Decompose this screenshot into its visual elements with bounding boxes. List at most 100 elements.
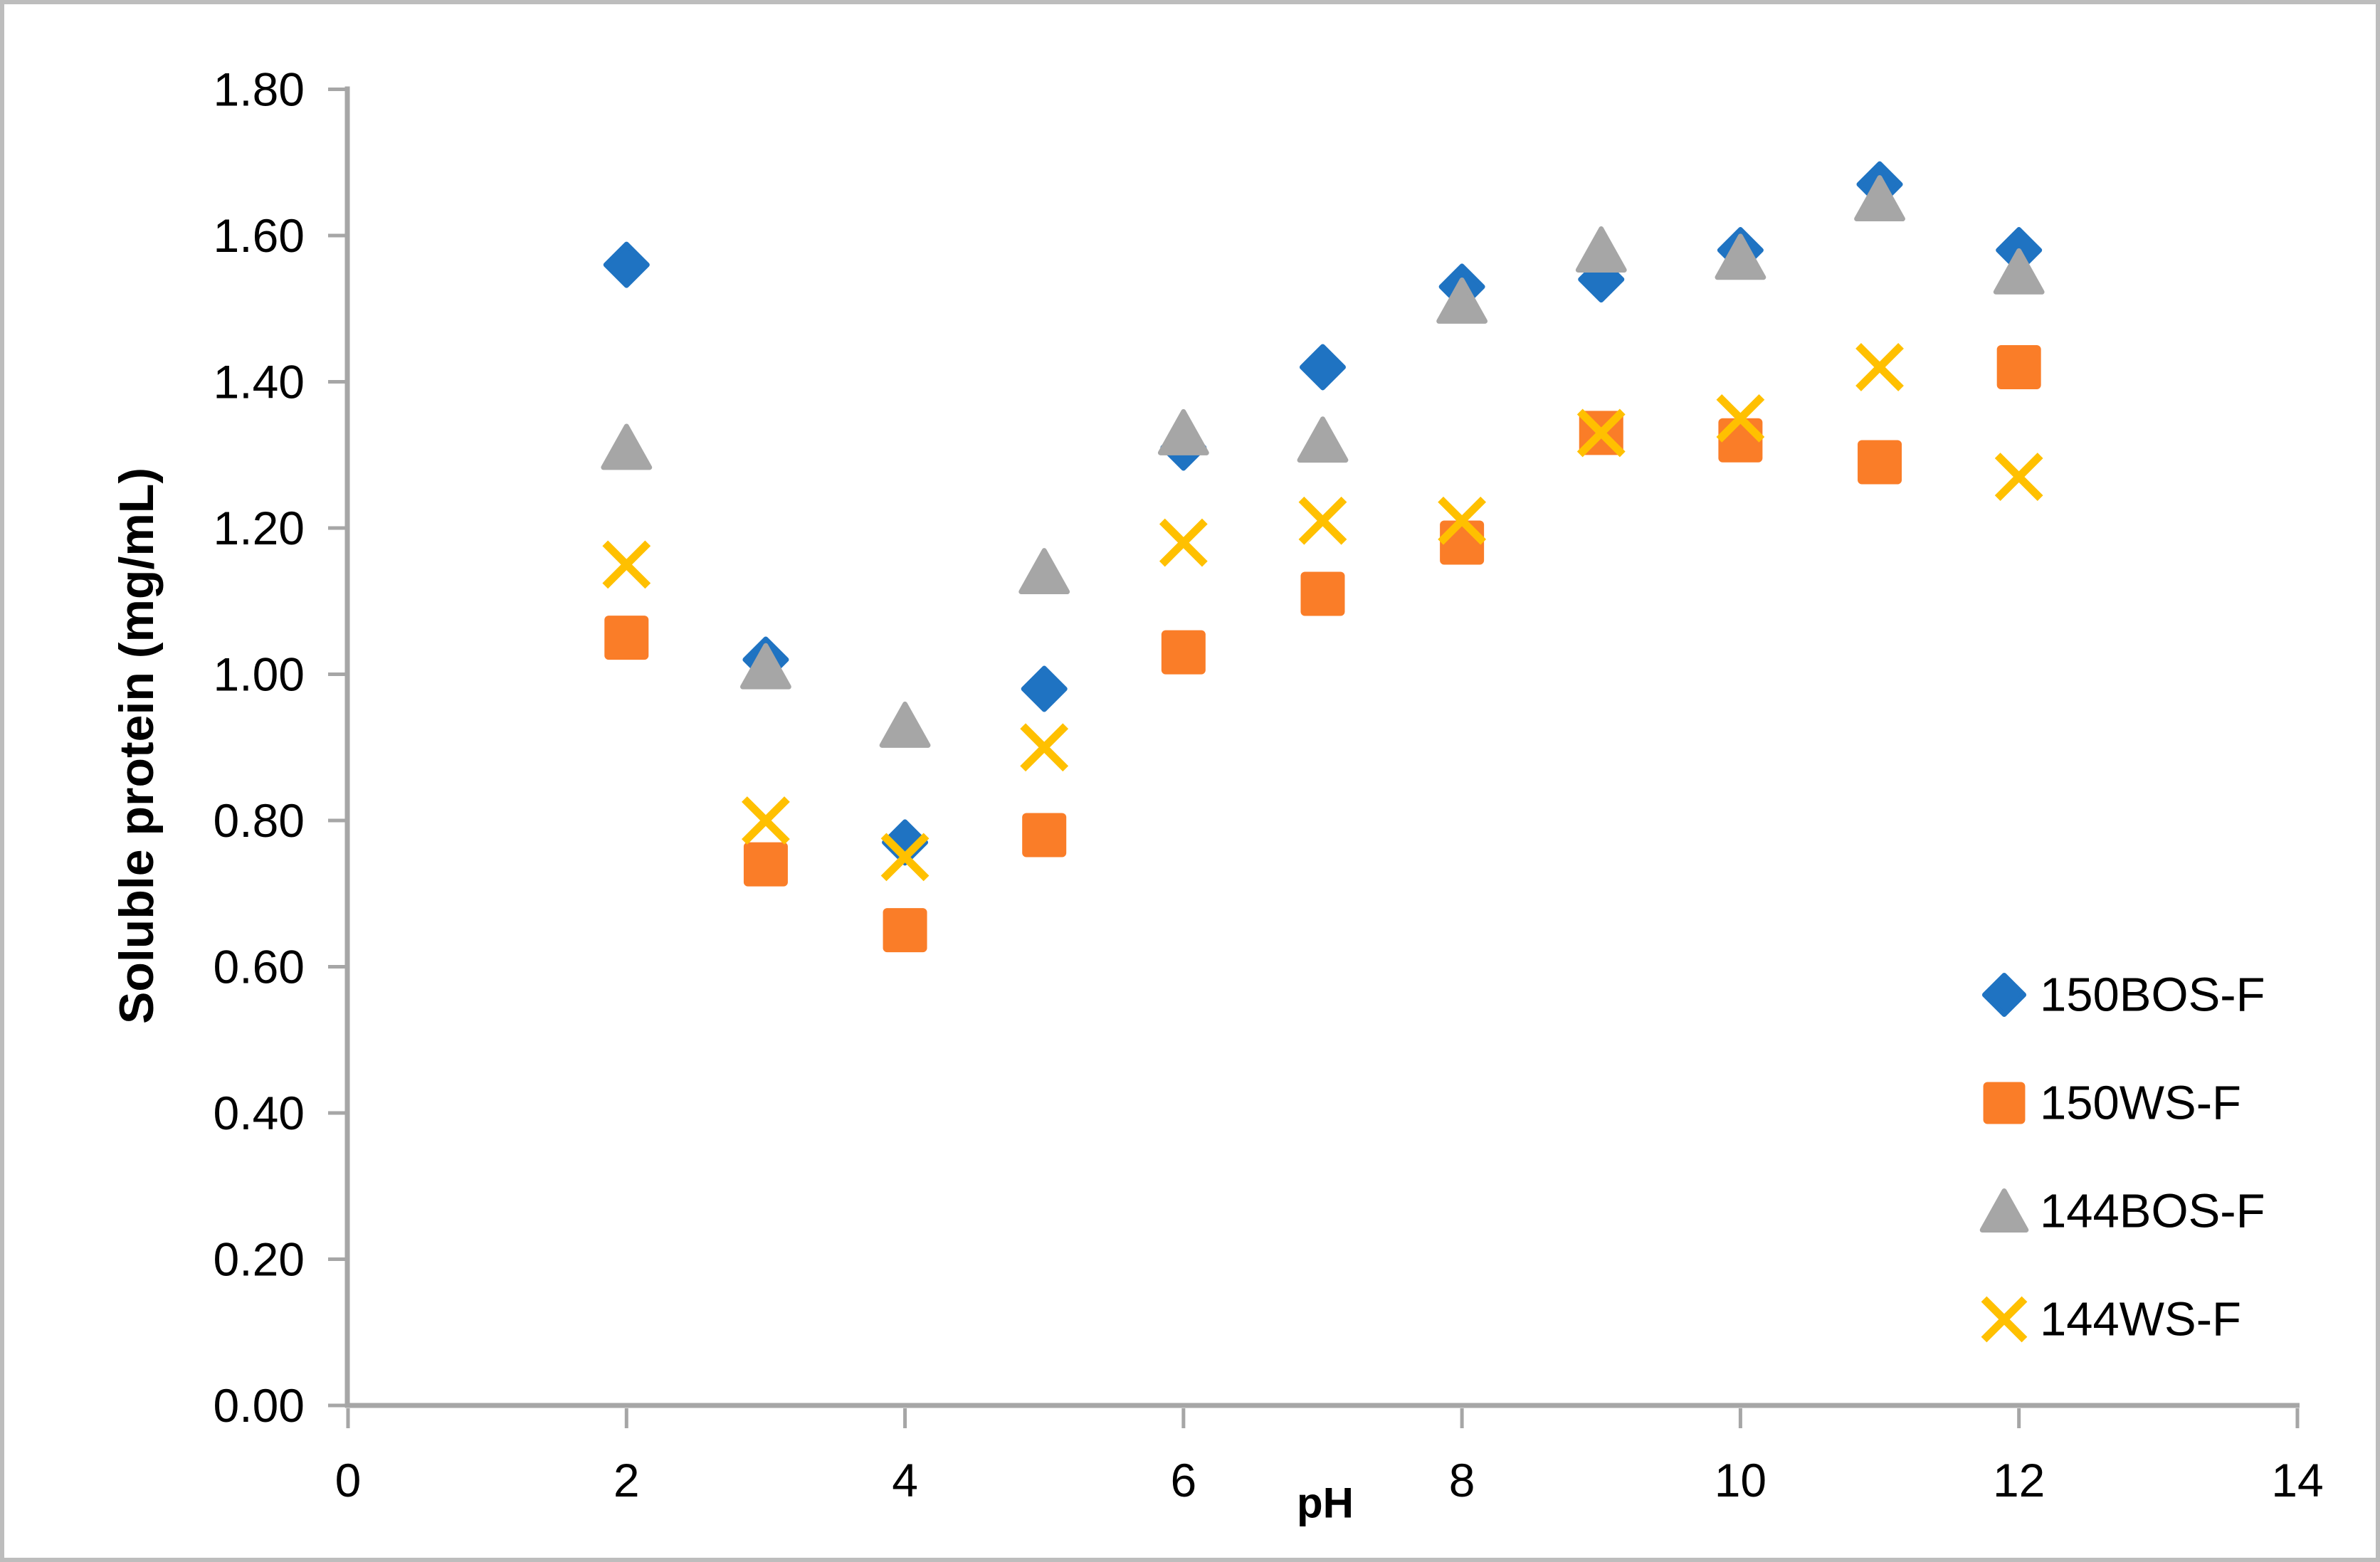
marker-triangle-icon [601,423,653,470]
series-150BOS-F [603,161,2043,866]
x-tick-label: 0 [335,1454,362,1506]
marker-x-icon [1855,343,1904,391]
point-144BOS-F-ph10 [1715,233,1766,280]
point-144BOS-F-ph2 [601,423,653,470]
point-144BOS-F-ph8 [1436,277,1488,324]
point-144WS-F-ph8 [1438,496,1487,545]
point-144WS-F-ph7 [1298,496,1347,545]
legend-marker-diamond-icon [1981,972,2027,1018]
point-144BOS-F-ph12 [1993,248,2045,295]
point-144BOS-F-ph9 [1575,226,1627,273]
point-144WS-F-ph11 [1855,343,1904,391]
marker-square-icon [883,908,927,953]
y-tick-label: 0.20 [214,1233,305,1286]
x-tick-label: 10 [1715,1454,1766,1506]
y-tick-label: 1.20 [214,502,305,554]
marker-triangle-icon [1854,175,1905,222]
marker-square-icon [1718,418,1763,463]
marker-triangle-icon [740,643,791,690]
marker-x-icon [602,540,651,589]
point-144WS-F-ph3 [742,796,790,845]
marker-x-icon [1994,453,2043,501]
x-tick-label: 6 [1170,1454,1196,1506]
marker-triangle-icon [1297,416,1349,463]
point-144WS-F-ph12 [1994,453,2043,501]
marker-x-icon [742,796,790,845]
x-tick-label: 2 [614,1454,640,1506]
y-tick-label: 1.60 [214,209,305,262]
marker-x-icon [1716,394,1765,443]
point-144WS-F-ph6 [1159,518,1208,567]
marker-diamond-icon [603,241,650,288]
y-tick-label: 0.00 [214,1379,305,1432]
marker-triangle-icon [879,701,931,748]
marker-x-icon [1298,496,1347,545]
point-144WS-F-ph9 [1576,408,1626,458]
point-150BOS-F-ph7 [1299,344,1346,391]
marker-square-icon [743,842,788,887]
legend-marker-x-icon [1981,1296,2028,1343]
point-150WS-F-ph7 [1300,571,1345,616]
legend-item-150BOS-F: 150BOS-F [1981,969,2265,1022]
point-150WS-F-ph11 [1858,440,1902,485]
marker-diamond-icon [882,819,929,866]
legend-marker-triangle-icon [1979,1188,2029,1233]
marker-square-icon [604,616,649,660]
marker-x-icon [1576,408,1626,458]
marker-triangle-icon [1575,226,1627,273]
legend-label: 144WS-F [2040,1293,2241,1346]
marker-x-icon [1159,518,1208,567]
y-tick-label: 0.40 [214,1087,305,1139]
y-tick-label: 0.60 [214,941,305,993]
marker-x-icon [1020,723,1069,772]
y-tick-label: 1.80 [214,63,305,116]
point-144BOS-F-ph7 [1297,416,1349,463]
legend-label: 150BOS-F [2040,969,2265,1022]
point-150BOS-F-ph5 [1021,665,1068,712]
point-144BOS-F-ph3 [740,643,791,690]
point-150WS-F-ph5 [1022,813,1067,857]
x-tick-label: 4 [892,1454,918,1506]
marker-triangle-icon [1993,248,2045,295]
series-144WS-F [602,343,2043,882]
x-tick-label: 14 [2271,1454,2323,1506]
point-150WS-F-ph10 [1718,418,1763,463]
x-tick-label: 12 [1993,1454,2045,1506]
point-150BOS-F-ph2 [603,241,650,288]
marker-triangle-icon [1715,233,1766,280]
legend-item-144WS-F: 144WS-F [1981,1293,2241,1346]
marker-square-icon [1858,440,1902,485]
point-144WS-F-ph5 [1020,723,1069,772]
marker-diamond-icon [1021,665,1068,712]
marker-x-icon [1438,496,1487,545]
legend-item-150WS-F: 150WS-F [1983,1077,2241,1130]
point-144WS-F-ph4 [880,833,930,882]
y-tick-label: 0.80 [214,794,305,847]
marker-diamond-icon [1299,344,1346,391]
point-150BOS-F-ph4 [882,819,929,866]
legend-marker-square-icon [1983,1082,2026,1124]
point-144WS-F-ph2 [602,540,651,589]
point-150WS-F-ph12 [1996,344,2041,389]
point-144BOS-F-ph6 [1157,408,1209,455]
point-150WS-F-ph3 [743,842,788,887]
point-150WS-F-ph6 [1161,630,1206,675]
x-axis-title: pH [1297,1479,1354,1527]
y-tick-label: 1.00 [214,648,305,701]
legend: 150BOS-F 150WS-F 144BOS-F 144WS-F [1979,969,2265,1346]
point-144BOS-F-ph4 [879,701,931,748]
marker-square-icon [1996,344,2041,389]
series-144BOS-F [601,175,2045,748]
marker-square-icon [1440,520,1485,565]
marker-triangle-icon [1018,548,1070,595]
marker-x-icon [880,833,930,882]
point-150WS-F-ph8 [1440,520,1485,565]
legend-label: 144BOS-F [2040,1185,2265,1238]
x-tick-label: 8 [1449,1454,1475,1506]
point-150WS-F-ph2 [604,616,649,660]
legend-item-144BOS-F: 144BOS-F [1979,1185,2265,1238]
marker-triangle-icon [1157,408,1209,455]
